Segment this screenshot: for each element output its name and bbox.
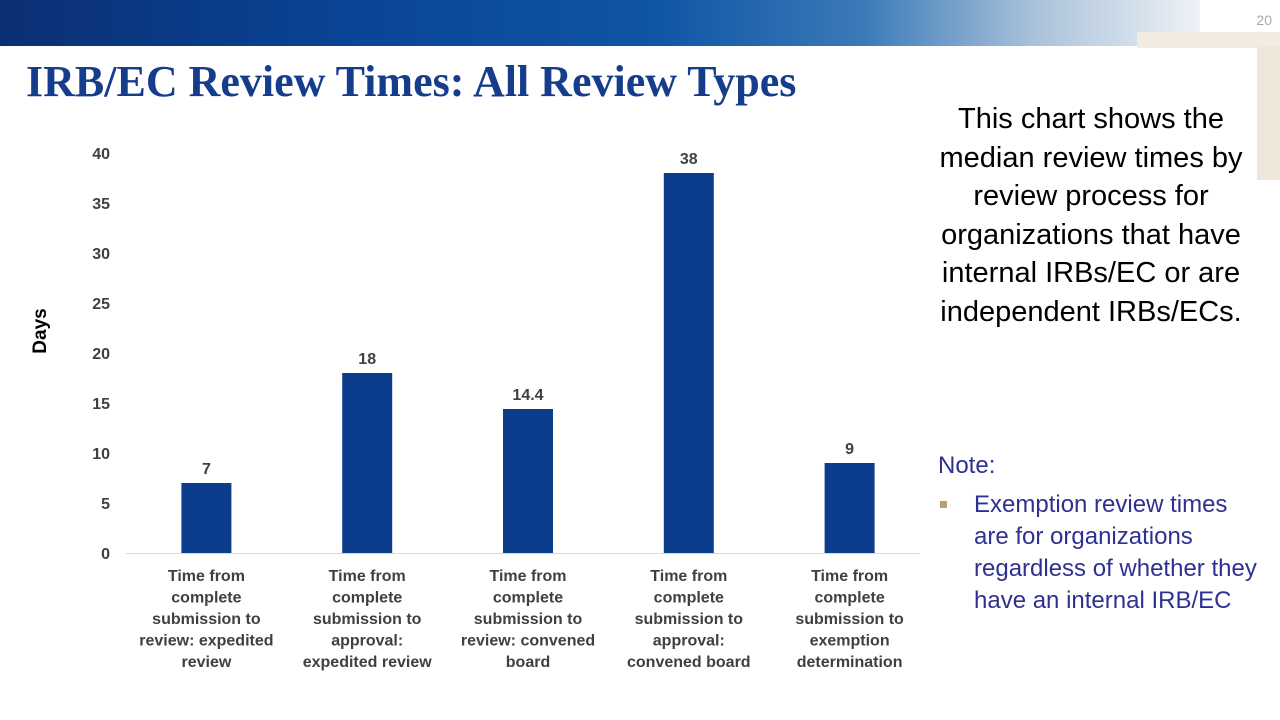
note-heading: Note: [938,452,996,479]
bar-chart: 0 5 10 15 20 25 30 35 40 Days 7 Time from complete su… [30,146,920,671]
data-label: 9 [845,441,854,458]
y-axis-label: Days [30,308,51,353]
y-tick-label: 20 [92,346,110,363]
data-label: 14.4 [512,387,543,404]
x-tick-label: Time from complete submission to review: ex… [139,568,273,671]
y-tick-label: 35 [92,196,110,213]
data-label: 38 [680,151,698,168]
x-tick-label: Time from complete submission to approval: c… [627,568,751,671]
bar [824,463,875,553]
bullet-square-icon [940,501,947,508]
decorative-strip-vertical [1257,46,1280,180]
y-tick-label: 0 [101,546,110,563]
x-tick-label: Time from complete submission to review: co… [461,568,595,671]
chart-description: This chart shows the median review times… [939,103,1243,328]
slide-title: IRB/EC Review Times: All Review Types [26,57,797,106]
bar [503,409,553,553]
x-tick-label: Time from complete submission to approval: e… [303,568,433,671]
data-label: 18 [358,351,376,368]
data-label: 7 [202,461,211,478]
bar [342,373,393,553]
note-item: Exemption review times are for organizat… [974,491,1257,614]
y-tick-label: 25 [92,296,110,313]
decorative-strip [1137,32,1280,48]
slide-number: 20 [1256,12,1272,28]
y-tick-label: 40 [92,146,110,163]
y-tick-label: 15 [92,396,110,413]
y-tick-label: 10 [92,446,110,463]
y-tick-label: 5 [101,496,110,513]
bar [181,483,232,553]
header-band [0,0,1200,46]
x-tick-label: Time from complete submission to exemption d… [795,568,904,671]
bar [663,173,714,553]
y-tick-label: 30 [92,246,110,263]
